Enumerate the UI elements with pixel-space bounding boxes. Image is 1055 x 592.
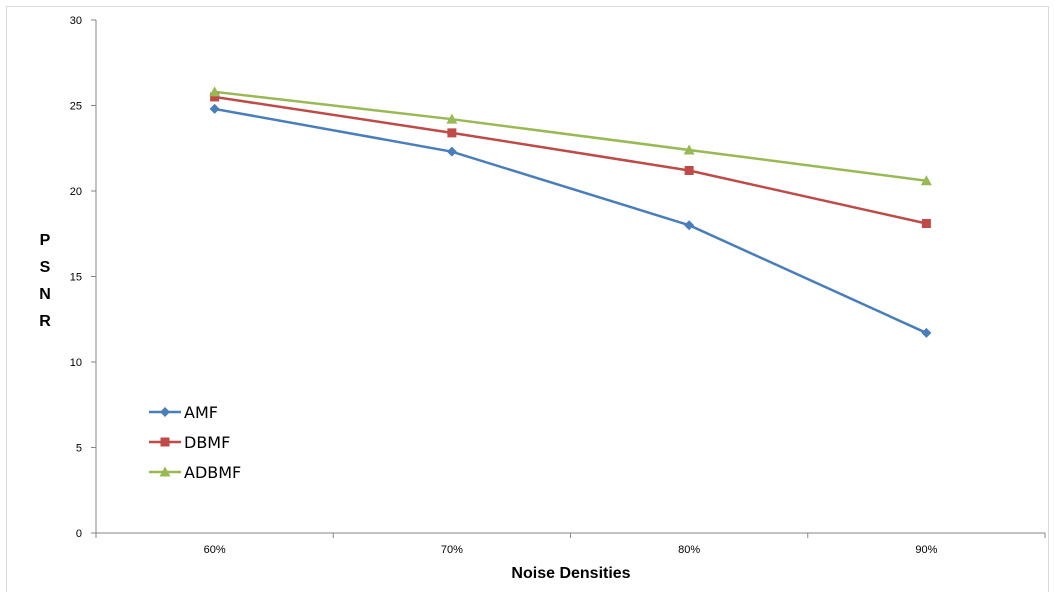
y-tick-label: 25: [70, 101, 82, 113]
series-lines: [214, 90, 927, 335]
data-point-dbmf: [684, 165, 694, 175]
data-point-adbmf: [209, 86, 221, 97]
legend: AMF DBMF ADBMF: [149, 403, 241, 482]
y-axis-title-letter: N: [39, 286, 51, 303]
y-tick-label: 30: [70, 15, 82, 27]
data-point-amf: [684, 220, 695, 231]
x-tick-label: 60%: [204, 544, 226, 556]
series-markers: [209, 86, 932, 338]
data-point-amf: [209, 103, 220, 114]
data-point-dbmf: [447, 128, 457, 138]
legend-label-adbmf: ADBMF: [184, 463, 241, 482]
data-point-adbmf: [446, 113, 458, 124]
y-axis-title-letter: S: [40, 259, 51, 276]
x-axis-ticks: 60% 70% 80% 90%: [95, 533, 1046, 556]
axes: [95, 20, 1045, 534]
x-tick-label: 70%: [441, 544, 463, 556]
data-point-amf: [921, 327, 932, 338]
data-point-amf: [446, 146, 457, 157]
series-line-adbmf: [214, 90, 927, 182]
data-point-adbmf: [920, 175, 932, 186]
chart-border: [6, 6, 1049, 592]
y-axis-title-letter: R: [39, 313, 51, 330]
legend-marker-amf: [160, 407, 170, 417]
x-axis-title: Noise Densities: [511, 565, 630, 582]
legend-label-dbmf: DBMF: [184, 433, 230, 452]
y-axis-title-letter: P: [40, 232, 51, 249]
y-tick-label: 0: [76, 528, 82, 540]
y-axis-ticks: 0 5 10 15 20 25 30: [70, 15, 96, 540]
x-tick-label: 80%: [678, 544, 700, 556]
x-tick-label: 90%: [915, 544, 937, 556]
data-point-dbmf: [210, 92, 220, 102]
y-tick-label: 5: [76, 443, 82, 455]
data-point-dbmf: [921, 218, 931, 228]
series-line-dbmf: [214, 95, 927, 225]
legend-marker-dbmf: [160, 437, 170, 447]
legend-label-amf: AMF: [184, 403, 218, 422]
data-point-adbmf: [683, 144, 695, 155]
y-tick-label: 15: [70, 272, 82, 284]
series-line-amf: [214, 107, 927, 335]
legend-marker-adbmf: [159, 466, 171, 477]
y-tick-label: 20: [70, 186, 82, 198]
y-tick-label: 10: [70, 357, 82, 369]
